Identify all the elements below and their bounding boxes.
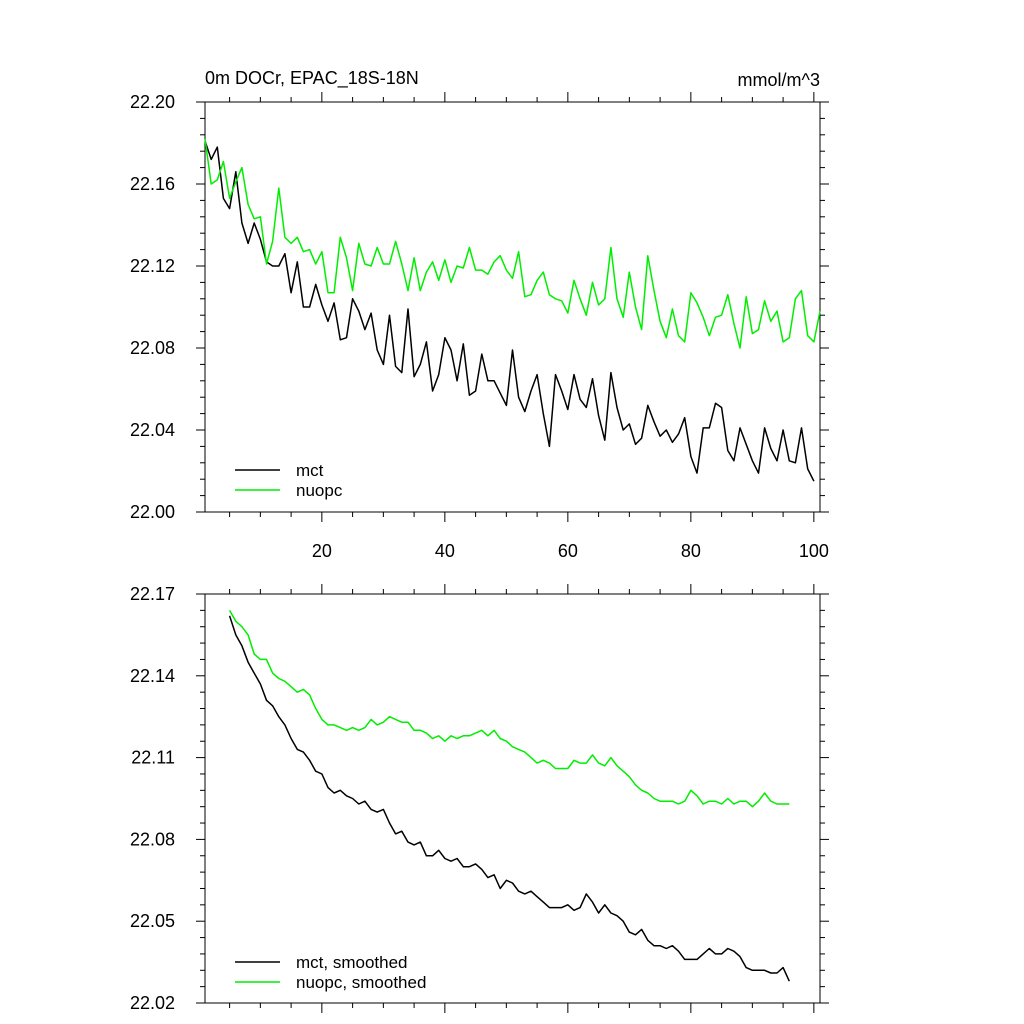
- chart-units: mmol/m^3: [738, 70, 820, 90]
- legend-label: nuopc, smoothed: [296, 973, 426, 992]
- top-series: [204, 138, 821, 482]
- top-axis-ticks: 22.00 22.04 22.08 22.12 22.16 22.20 20 40 60 80 10…: [130, 92, 829, 561]
- y-tick-label: 22.02: [130, 993, 175, 1013]
- y-tick-label: 22.04: [130, 420, 175, 440]
- y-tick-label: 22.08: [130, 338, 175, 358]
- series-line-mct: [204, 140, 815, 482]
- top-panel: 0m DOCr, EPAC_18S-18N mmol/m^3 22.0022.0…: [130, 68, 829, 561]
- legend-label: mct: [296, 461, 324, 480]
- x-tick-label: 100: [799, 541, 829, 561]
- y-tick-label: 22.12: [130, 256, 175, 276]
- series-line-mct-smoothed: [228, 615, 790, 982]
- x-tick-label: 40: [435, 541, 455, 561]
- y-tick-label: 22.05: [130, 911, 175, 931]
- y-tick-label: 22.11: [131, 748, 175, 768]
- x-tick-label: 20: [312, 541, 332, 561]
- bottom-panel: 22.02 22.05 22.08 22.11 22.14 22.17 mct, smoo…: [130, 584, 829, 1013]
- y-tick-label: 22.17: [130, 584, 175, 604]
- bottom-axis-ticks: 22.02 22.05 22.08 22.11 22.14 22.17: [130, 584, 829, 1013]
- top-plot-frame: [204, 101, 821, 513]
- y-tick-label: 22.16: [130, 174, 175, 194]
- x-tick-label: 60: [558, 541, 578, 561]
- x-tick-label: 80: [681, 541, 701, 561]
- legend-label: nuopc: [296, 481, 343, 500]
- legend-label: mct, smoothed: [296, 953, 408, 972]
- y-tick-label: 22.20: [130, 92, 175, 112]
- series-line-nuopc: [204, 138, 821, 349]
- bottom-plot-frame: [204, 593, 821, 1004]
- series-line-nuopc-smoothed: [228, 610, 790, 808]
- chart-title: 0m DOCr, EPAC_18S-18N: [205, 68, 419, 89]
- y-tick-label: 22.08: [130, 829, 175, 849]
- y-tick-label: 22.00: [130, 502, 175, 522]
- y-tick-label: 22.14: [130, 666, 175, 686]
- bottom-series: [228, 610, 790, 982]
